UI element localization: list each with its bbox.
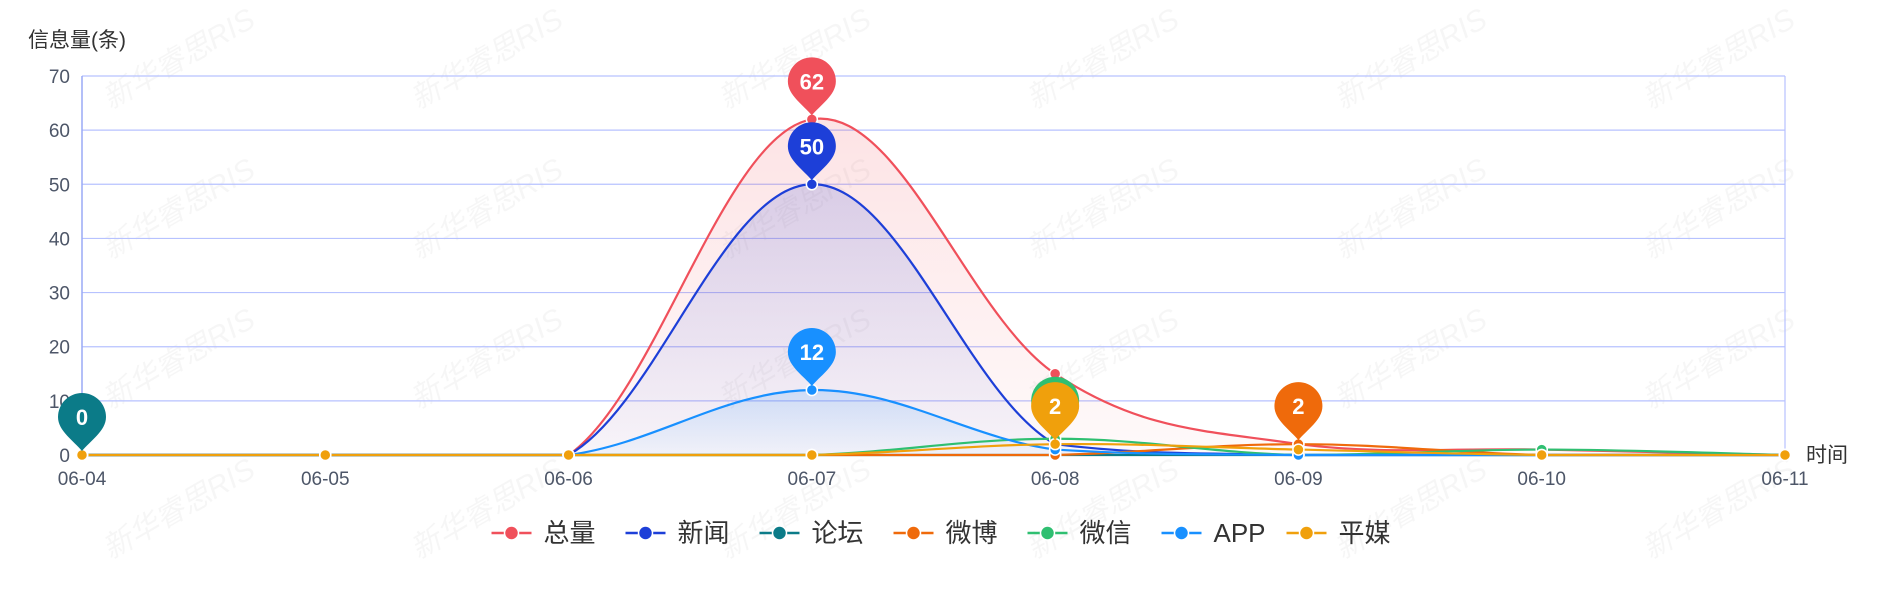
point-平媒 [562,448,575,462]
marker-pins: 6250120322 [58,57,1323,451]
legend-marker-icon [1039,525,1056,541]
marker-label: 2 [1292,394,1304,419]
legend-item-app[interactable]: APP [1161,518,1266,548]
y-tick-label: 30 [49,284,70,305]
legend-item-微博[interactable]: 微博 [893,518,998,548]
point-平媒 [1048,437,1062,451]
legend-marker-icon [503,525,520,541]
watermark-text: 新华睿思RIS [97,452,261,566]
marker-shape [58,393,106,451]
marker-label: 62 [800,69,824,94]
watermark-text: 新华睿思RIS [1329,152,1493,266]
legend-item-论坛[interactable]: 论坛 [759,518,864,548]
x-axis-title: 时间 [1806,444,1848,467]
legend-item-平媒[interactable]: 平媒 [1286,518,1391,548]
marker-shape [787,328,836,387]
x-tick-label: 06-11 [1761,469,1808,490]
x-tick-label: 06-07 [788,469,837,490]
marker-shape [787,122,836,181]
y-tick-label: 40 [49,229,70,250]
watermark-text: 新华睿思RIS [1329,452,1493,566]
marker-label: 12 [800,340,824,365]
legend-marker-icon [1298,525,1315,541]
watermark-text: 新华睿思RIS [1021,2,1185,116]
marker-shape [787,57,836,116]
legend-label: 论坛 [812,518,864,548]
x-tick-label: 06-09 [1274,469,1323,490]
y-tick-label: 0 [59,446,70,467]
legend-marker-icon [905,525,922,541]
watermark-text: 新华睿思RIS [405,152,569,266]
legend-label: 总量 [544,518,596,548]
point-平媒 [75,448,89,462]
point-平媒 [319,448,332,462]
marker-label: 50 [800,134,824,159]
marker-shape [1274,382,1323,441]
series-lines [81,117,1786,457]
point-平媒 [1778,448,1792,462]
watermark-text: 新华睿思RIS [1637,152,1801,266]
marker-pin-平媒: 2 [1031,382,1080,441]
watermark-text: 新华睿思RIS [1329,2,1493,116]
y-tick-label: 20 [49,338,70,359]
marker-pin-新闻: 50 [787,122,836,181]
legend-item-总量[interactable]: 总量 [491,518,596,548]
watermark-text: 新华睿思RIS [1637,302,1801,416]
y-tick-label: 70 [49,67,70,88]
legend-item-微信[interactable]: 微信 [1027,518,1132,548]
y-tick-label: 60 [49,121,70,142]
watermark-text: 新华睿思RIS [1021,152,1185,266]
marker-pin-论坛: 0 [58,393,106,451]
y-tick-label: 50 [49,175,70,196]
point-平媒 [805,448,819,462]
point-新闻 [805,178,819,191]
legend-marker-icon [1173,525,1190,541]
watermark-text: 新华睿思RIS [97,152,261,266]
marker-pin-总量: 62 [787,57,836,116]
x-tick-label: 06-05 [301,469,350,490]
marker-label: 2 [1049,394,1061,419]
y-axis-title: 信息量(条) [28,29,126,52]
x-tick-label: 06-10 [1517,469,1566,490]
legend-marker-icon [637,525,654,541]
area-新闻 [82,184,1785,455]
x-tick-label: 06-06 [544,469,593,490]
watermark-text: 新华睿思RIS [1637,2,1801,116]
legend-label: 微博 [946,518,998,548]
line-平媒 [81,442,1785,457]
x-tick-label: 06-08 [1031,469,1080,490]
x-tick-label: 06-04 [58,469,107,490]
legend-item-新闻[interactable]: 新闻 [625,518,730,548]
marker-label: 0 [76,405,88,430]
watermark-text: 新华睿思RIS [1329,302,1493,416]
legend-marker-icon [771,525,788,541]
data-points [75,113,1792,462]
marker-pin-app: 12 [787,328,836,387]
legend[interactable]: 总量 新闻 论坛 微博 微信 APP 平媒 [491,518,1391,548]
watermark-text: 新华睿思RIS [405,302,569,416]
legend-label: APP [1214,518,1266,548]
area-总量 [82,118,1785,455]
watermark-text: 新华睿思RIS [97,302,261,416]
area-app [82,390,1785,455]
marker-shape [1031,382,1080,441]
point-app [805,383,819,397]
legend-label: 平媒 [1339,518,1391,548]
marker-pin-微博: 2 [1274,382,1323,441]
series-areas [82,118,1785,455]
watermark-text: 新华睿思RIS [97,2,261,116]
legend-label: 新闻 [678,518,730,548]
watermark-text: 新华睿思RIS [713,2,877,116]
point-平媒 [1535,448,1548,462]
point-平媒 [1292,443,1305,456]
legend-label: 微信 [1080,518,1132,548]
watermark-text: 新华睿思RIS [405,2,569,116]
